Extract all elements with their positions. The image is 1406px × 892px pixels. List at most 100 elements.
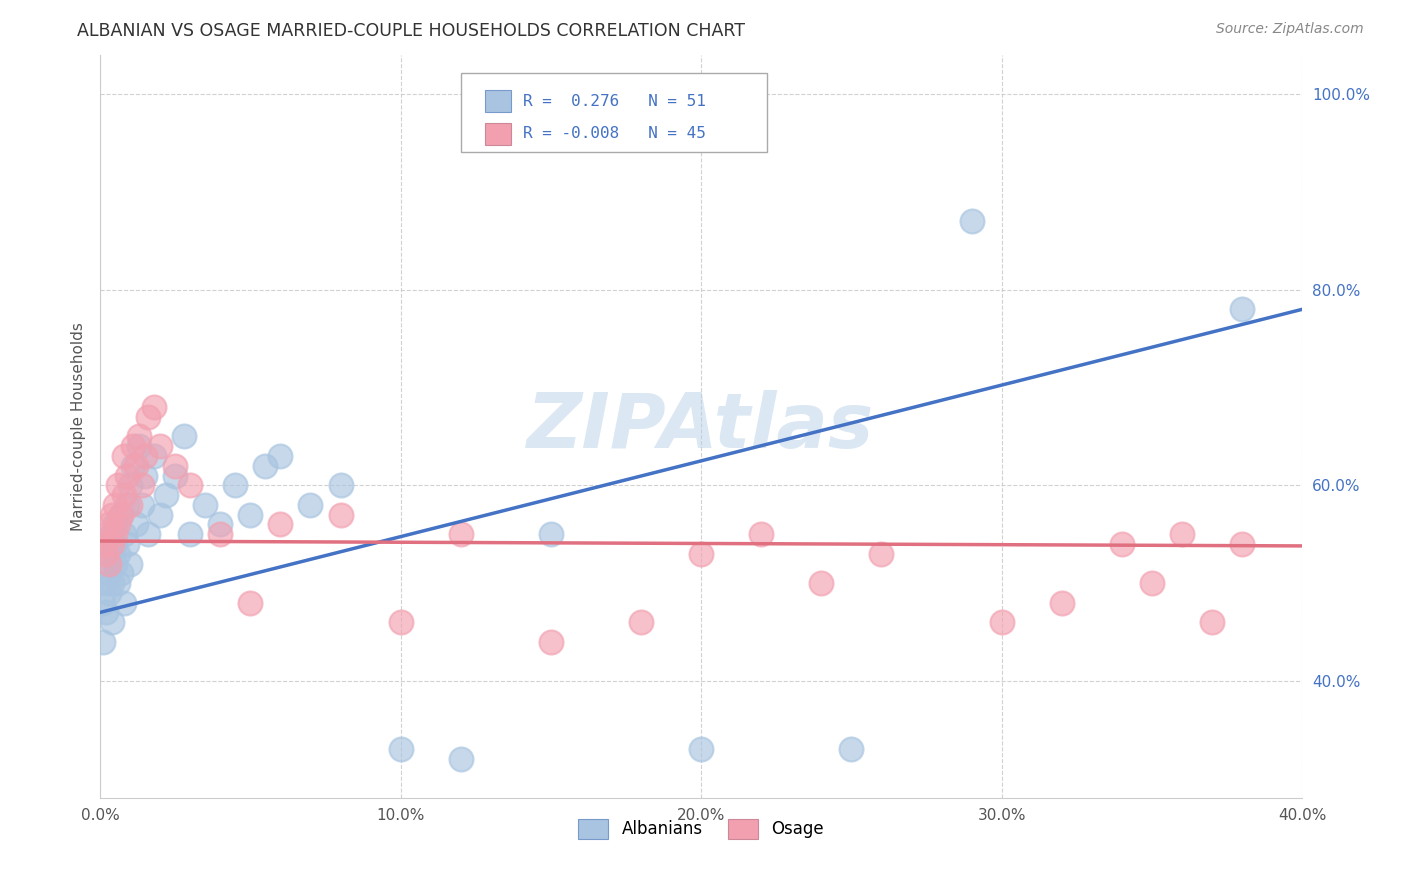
Point: [690, 547, 713, 561]
Point: [125, 517, 148, 532]
Point: [143, 400, 166, 414]
Point: [120, 498, 142, 512]
Point: [131, 498, 153, 512]
Y-axis label: Married-couple Households: Married-couple Households: [72, 322, 86, 531]
Point: [98, 586, 121, 600]
Point: [101, 508, 124, 522]
Point: [101, 615, 124, 629]
Point: [112, 449, 135, 463]
Point: [107, 478, 129, 492]
Text: ALBANIAN VS OSAGE MARRIED-COUPLE HOUSEHOLDS CORRELATION CHART: ALBANIAN VS OSAGE MARRIED-COUPLE HOUSEHO…: [77, 22, 745, 40]
Point: [749, 527, 772, 541]
Point: [1171, 527, 1194, 541]
Point: [131, 478, 153, 492]
Point: [94, 576, 117, 591]
Point: [120, 478, 142, 492]
Point: [209, 517, 232, 532]
Point: [990, 615, 1012, 629]
Point: [91, 537, 114, 551]
Point: [179, 478, 201, 492]
Point: [1111, 537, 1133, 551]
Point: [91, 634, 114, 648]
Point: [224, 478, 246, 492]
Bar: [485, 90, 512, 112]
Point: [841, 742, 863, 756]
Point: [94, 557, 117, 571]
Point: [98, 547, 121, 561]
Point: [115, 537, 138, 551]
Point: [98, 517, 121, 532]
Point: [179, 527, 201, 541]
Point: [450, 527, 472, 541]
Point: [94, 547, 117, 561]
Point: [155, 488, 177, 502]
Point: [173, 429, 195, 443]
Point: [112, 596, 135, 610]
Point: [110, 508, 132, 522]
Point: [104, 517, 127, 532]
Point: [104, 498, 127, 512]
Point: [269, 449, 291, 463]
Point: [630, 615, 652, 629]
FancyBboxPatch shape: [461, 73, 768, 152]
Point: [122, 458, 145, 473]
Point: [1050, 596, 1073, 610]
Point: [960, 214, 983, 228]
Point: [98, 566, 121, 581]
Point: [299, 498, 322, 512]
Point: [389, 742, 412, 756]
Point: [540, 527, 562, 541]
Point: [254, 458, 277, 473]
Point: [104, 537, 127, 551]
Text: ZIPAtlas: ZIPAtlas: [527, 390, 875, 464]
Point: [115, 468, 138, 483]
Point: [149, 439, 172, 453]
Point: [1201, 615, 1223, 629]
Point: [101, 537, 124, 551]
Point: [690, 742, 713, 756]
Point: [107, 576, 129, 591]
Point: [194, 498, 217, 512]
Point: [94, 527, 117, 541]
Legend: Albanians, Osage: Albanians, Osage: [572, 812, 831, 846]
Point: [239, 596, 262, 610]
Point: [101, 576, 124, 591]
Point: [110, 566, 132, 581]
Point: [112, 488, 135, 502]
Point: [870, 547, 893, 561]
Point: [389, 615, 412, 629]
Point: [112, 527, 135, 541]
Point: [136, 527, 159, 541]
Point: [165, 468, 187, 483]
Point: [122, 439, 145, 453]
Point: [1140, 576, 1163, 591]
Point: [134, 449, 156, 463]
Point: [269, 517, 291, 532]
Point: [810, 576, 832, 591]
Point: [1230, 537, 1253, 551]
Point: [104, 557, 127, 571]
Point: [128, 429, 150, 443]
Point: [143, 449, 166, 463]
Text: Source: ZipAtlas.com: Source: ZipAtlas.com: [1216, 22, 1364, 37]
Bar: [485, 123, 512, 145]
Point: [136, 409, 159, 424]
Point: [107, 547, 129, 561]
Point: [540, 634, 562, 648]
Point: [94, 606, 117, 620]
Point: [107, 517, 129, 532]
Point: [149, 508, 172, 522]
Point: [101, 527, 124, 541]
Point: [329, 508, 352, 522]
Point: [91, 596, 114, 610]
Point: [329, 478, 352, 492]
Point: [110, 508, 132, 522]
Point: [120, 557, 142, 571]
Text: R = -0.008   N = 45: R = -0.008 N = 45: [523, 127, 706, 142]
Point: [239, 508, 262, 522]
Point: [98, 557, 121, 571]
Point: [104, 527, 127, 541]
Point: [125, 458, 148, 473]
Point: [128, 439, 150, 453]
Point: [134, 468, 156, 483]
